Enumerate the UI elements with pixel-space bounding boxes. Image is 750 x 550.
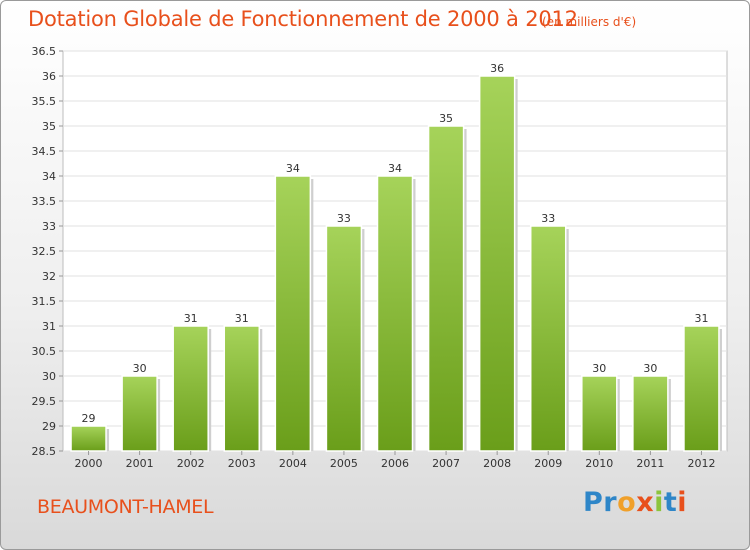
bar-value-label: 31 (184, 312, 198, 325)
proxiti-logo: Proxiti (583, 487, 687, 518)
y-tick-label: 30 (42, 370, 56, 383)
logo-letter: r (603, 487, 618, 518)
y-tick-label: 31 (42, 320, 56, 333)
bar-2007 (427, 125, 465, 452)
bars: 29 30 31 31 34 33 34 35 36 33 30 30 31 (70, 62, 722, 452)
y-tick-label: 33 (42, 220, 56, 233)
bar-2010 (581, 375, 618, 452)
x-tick-label: 2009 (534, 457, 562, 470)
logo-letter: o (617, 487, 637, 518)
bar-2012 (683, 325, 720, 452)
y-tick-label: 35 (42, 120, 56, 133)
bar-2006 (376, 175, 414, 452)
y-tick-label: 32.5 (32, 245, 57, 258)
y-tick-label: 36.5 (32, 45, 57, 58)
x-tick-label: 2003 (228, 457, 256, 470)
y-tick-label: 29 (42, 420, 56, 433)
commune-name: BEAUMONT-HAMEL (37, 496, 214, 518)
x-tick-label: 2011 (636, 457, 664, 470)
x-axis-ticks: 2000 2001 2002 2003 2004 2005 2006 2007 2008 2009… (75, 451, 715, 470)
logo-letter: i (677, 487, 688, 518)
bar-value-label: 29 (82, 412, 96, 425)
x-tick-label: 2007 (432, 457, 460, 470)
bar-2004 (274, 175, 312, 452)
bar-value-label: 31 (694, 312, 708, 325)
logo-letter: x (636, 487, 655, 518)
logo-letter: P (583, 487, 604, 518)
bar-value-label: 34 (388, 162, 402, 175)
bar-value-label: 30 (643, 362, 657, 375)
bar-value-label: 34 (286, 162, 300, 175)
logo-letter: i (654, 487, 664, 518)
x-tick-label: 2002 (177, 457, 205, 470)
bar-2009 (529, 225, 567, 452)
x-tick-label: 2010 (585, 457, 613, 470)
bar-value-label: 30 (133, 362, 147, 375)
chart-subtitle: (en milliers d'€) (542, 15, 637, 29)
x-tick-label: 2000 (75, 457, 103, 470)
y-tick-label: 36 (42, 70, 56, 83)
x-tick-label: 2001 (126, 457, 154, 470)
bar-value-label: 31 (235, 312, 249, 325)
logo-letter: t (663, 487, 678, 518)
bar-2008 (478, 75, 516, 452)
bar-value-label: 35 (439, 112, 453, 125)
y-tick-label: 34 (42, 170, 56, 183)
bar-value-label: 33 (541, 212, 555, 225)
y-tick-label: 33.5 (32, 195, 57, 208)
x-tick-label: 2008 (483, 457, 511, 470)
y-tick-label: 29.5 (32, 395, 57, 408)
x-tick-label: 2004 (279, 457, 307, 470)
y-tick-label: 30.5 (32, 345, 57, 358)
x-tick-label: 2006 (381, 457, 409, 470)
y-axis-ticks: 28.5 29 29.5 30 30.5 31 31.5 32 32.5 33 33.5 34 34.5… (32, 45, 63, 458)
chart-title: Dotation Globale de Fonctionnement de 20… (28, 7, 578, 31)
y-tick-label: 28.5 (32, 445, 57, 458)
bar-2001 (121, 375, 158, 452)
bar-2002 (172, 325, 209, 452)
bar-2011 (632, 375, 669, 452)
bar-value-label: 36 (490, 62, 504, 75)
bar-2003 (223, 325, 261, 452)
y-tick-label: 34.5 (32, 145, 57, 158)
bar-value-label: 33 (337, 212, 351, 225)
bar-2005 (325, 225, 363, 452)
bar-2000 (70, 425, 107, 452)
x-tick-label: 2012 (687, 457, 715, 470)
y-tick-label: 32 (42, 270, 56, 283)
bar-value-label: 30 (592, 362, 606, 375)
y-tick-label: 35.5 (32, 95, 57, 108)
x-tick-label: 2005 (330, 457, 358, 470)
y-tick-label: 31.5 (32, 295, 57, 308)
